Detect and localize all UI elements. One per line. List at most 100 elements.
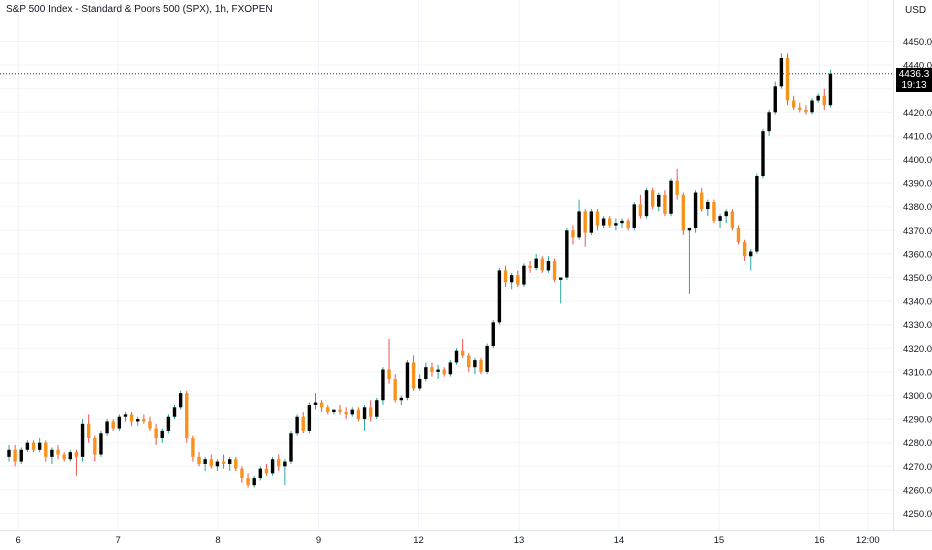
candle — [785, 53, 790, 106]
candle-body — [552, 260, 557, 280]
candle — [718, 213, 722, 228]
candle — [601, 216, 606, 228]
candle — [338, 404, 342, 415]
candle-body — [307, 404, 312, 431]
candle — [258, 466, 263, 481]
candle-body — [393, 378, 397, 401]
candle-body — [810, 100, 814, 113]
candle-body — [117, 416, 122, 429]
candle — [479, 357, 483, 375]
candle-body — [234, 459, 238, 469]
candle — [442, 367, 446, 377]
candle — [350, 407, 354, 417]
candle — [755, 173, 759, 254]
y-tick-label: 4370.0 — [903, 226, 932, 237]
candle — [264, 463, 269, 476]
candle-body — [19, 449, 23, 462]
candle — [448, 360, 453, 377]
candle-body — [362, 407, 367, 420]
candle — [706, 199, 710, 217]
candle-body — [577, 211, 581, 238]
y-tick-label: 4380.0 — [903, 202, 932, 213]
candle-body — [785, 58, 790, 101]
x-tick-label: 13 — [514, 535, 525, 546]
candle-body — [37, 442, 42, 450]
y-tick-label: 4440.0 — [903, 61, 932, 72]
candle-body — [485, 345, 489, 372]
candle — [804, 105, 808, 115]
candle-body — [258, 468, 263, 479]
candle-body — [430, 367, 434, 372]
candle-body — [589, 211, 594, 233]
candle — [307, 402, 312, 434]
candle — [80, 419, 85, 462]
candle — [577, 199, 581, 240]
candle-body — [350, 409, 354, 415]
candle-body — [62, 454, 66, 460]
y-tick-label: 4350.0 — [903, 273, 932, 284]
candle — [559, 277, 563, 304]
candle — [730, 209, 735, 231]
grid — [0, 0, 893, 530]
candle-body — [405, 362, 410, 398]
y-tick-label: 4320.0 — [903, 344, 932, 355]
candle-body — [491, 322, 495, 346]
candle-body — [375, 400, 379, 417]
candle — [301, 412, 305, 434]
y-tick-label: 4300.0 — [903, 391, 932, 402]
candle-body — [601, 218, 606, 226]
candle — [209, 454, 213, 469]
candle — [626, 218, 630, 231]
candle — [197, 452, 201, 467]
x-tick-label: 12:00 — [856, 535, 880, 546]
candle — [7, 445, 11, 462]
candle — [25, 440, 30, 453]
candle — [399, 395, 404, 405]
candle — [289, 430, 293, 464]
candle-body — [338, 409, 342, 413]
candle-body — [503, 270, 508, 283]
candle — [491, 319, 495, 349]
candle — [50, 447, 54, 464]
candle-body — [742, 242, 747, 257]
candle — [295, 414, 299, 436]
candle — [546, 256, 551, 273]
candle — [467, 353, 471, 372]
y-tick-label: 4340.0 — [903, 297, 932, 308]
candle — [650, 187, 655, 210]
candle — [749, 249, 753, 271]
candle-body — [166, 416, 171, 431]
y-tick-label: 4330.0 — [903, 320, 932, 331]
candle — [227, 456, 232, 472]
y-tick-label: 4260.0 — [903, 485, 932, 496]
candle — [595, 209, 600, 231]
candle-body — [675, 180, 679, 195]
candle-body — [381, 369, 385, 401]
candle-body — [626, 220, 630, 228]
candle-body — [344, 412, 348, 415]
candle-body — [614, 223, 618, 226]
y-tick-label: 4250.0 — [903, 509, 932, 520]
candle-body — [497, 270, 502, 323]
candle — [681, 192, 685, 236]
candle — [172, 404, 177, 420]
candle-body — [632, 204, 636, 228]
candle — [675, 168, 679, 200]
candle-body — [822, 95, 826, 106]
candle-body — [424, 367, 428, 379]
candle — [614, 218, 618, 231]
candle-body — [571, 230, 575, 238]
candle — [589, 209, 594, 236]
candle-body — [129, 414, 134, 422]
candle — [99, 430, 103, 457]
candle — [669, 178, 673, 217]
candle — [528, 260, 532, 273]
candle — [221, 454, 226, 469]
candle-body — [448, 362, 453, 375]
candle-body — [68, 452, 72, 460]
candle — [583, 209, 587, 247]
candle-body — [693, 192, 698, 228]
